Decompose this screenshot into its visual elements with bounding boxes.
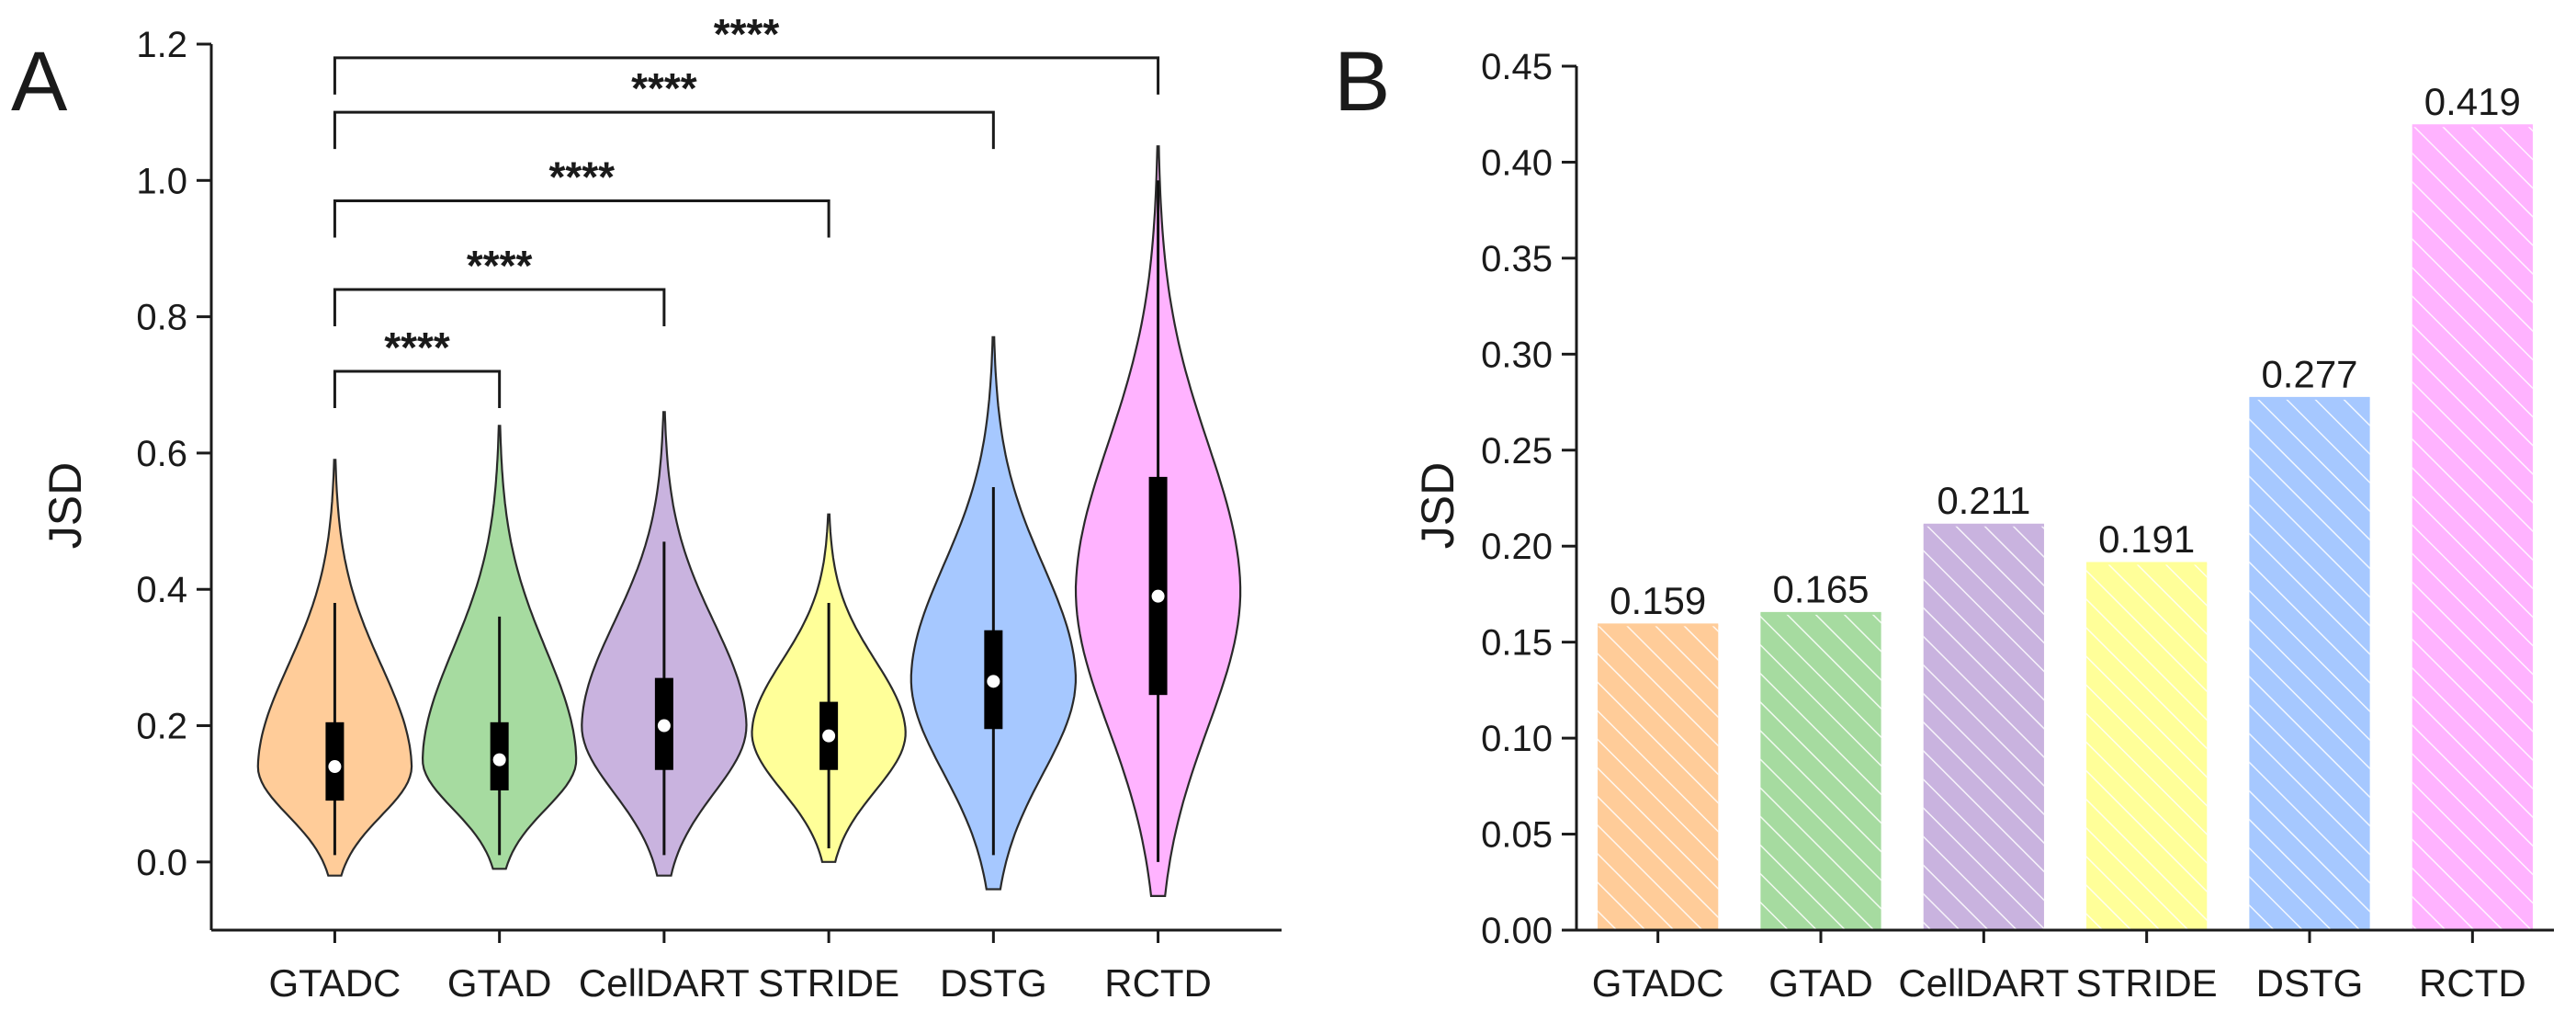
significance-bracket (333, 199, 830, 238)
panel-a-category-label: GTADC (268, 961, 401, 1005)
panel-b-y-tick-label: 0.35 (1481, 239, 1553, 279)
bar-value-label: 0.419 (2424, 80, 2521, 123)
panel-b-y-axis-title: JSD (1412, 462, 1463, 549)
panel-a-y-tick-label: 0.4 (136, 570, 187, 610)
significance-label: **** (384, 324, 450, 371)
panel-b-y-tick-label: 0.45 (1481, 47, 1553, 87)
panel-b-category-label: DSTG (2256, 961, 2364, 1005)
median-dot-rctd (1151, 589, 1165, 603)
median-dot-dstg (987, 675, 1000, 688)
panel-a-y-tick-label: 0.2 (136, 707, 187, 747)
median-dot-gtad (492, 753, 506, 767)
panel-a-y-tick-label: 0.8 (136, 298, 187, 338)
panel-letter-b: B (1334, 35, 1390, 129)
panel-a-y-tick-label: 1.0 (136, 161, 187, 201)
panel-b-bar-chart: B JSD 0.159 0.165 0.211 0.191 0.277 0.419 0.0… (1334, 35, 2554, 1005)
panel-a-y-tick-label: 0.0 (136, 843, 187, 883)
panel-a-category-label: GTAD (447, 961, 552, 1005)
bar-hatch-celldart (1923, 525, 2044, 930)
panel-a-y-tick-label: 0.6 (136, 434, 187, 474)
bar-hatch-rctd (2412, 125, 2533, 930)
panel-b-category-label: GTADC (1592, 961, 1724, 1005)
panel-b-y-tick-label: 0.15 (1481, 623, 1553, 664)
panel-a-y-axis-title: JSD (40, 462, 91, 549)
significance-bracket (333, 369, 502, 408)
iqr-box-rctd (1148, 476, 1168, 696)
significance-bracket (333, 110, 995, 150)
significance-label: **** (714, 10, 780, 58)
panel-b-y-tick-label: 0.25 (1481, 431, 1553, 471)
panel-b-category-label: STRIDE (2076, 961, 2218, 1005)
bar-value-label: 0.159 (1610, 579, 1706, 622)
panel-letter-a: A (11, 35, 68, 129)
median-dot-stride (822, 729, 836, 743)
panel-a-category-label: DSTG (940, 961, 1047, 1005)
significance-label: **** (467, 242, 533, 290)
bar-value-label: 0.211 (1937, 479, 2030, 522)
panel-a-category-label: STRIDE (758, 961, 899, 1005)
median-dot-celldart (657, 719, 671, 733)
bar-value-label: 0.277 (2261, 352, 2357, 395)
bar-hatch-stride (2086, 563, 2208, 930)
bar-hatch-gtad (1760, 613, 1881, 930)
panel-b-category-label: GTAD (1768, 961, 1873, 1005)
panel-b-y-tick-label: 0.40 (1481, 142, 1553, 183)
panel-b-y-tick-label: 0.05 (1481, 815, 1553, 856)
significance-label: **** (631, 64, 697, 112)
panel-b-category-label: CellDART (1898, 961, 2069, 1005)
panel-b-y-tick-label: 0.30 (1481, 335, 1553, 375)
bar-value-label: 0.191 (2098, 517, 2195, 561)
panel-a-violin-chart: A JSD **** **** **** **** **** 0.0 0.2 0.4 0.6 0… (11, 10, 1282, 1005)
panel-b-y-tick-label: 0.00 (1481, 911, 1553, 951)
significance-label: **** (548, 153, 615, 201)
bar-hatch-dstg (2249, 398, 2370, 930)
panel-a-y-tick-label: 1.2 (136, 25, 187, 65)
panel-b-y-tick-label: 0.10 (1481, 719, 1553, 759)
panel-a-category-label: RCTD (1104, 961, 1212, 1005)
median-dot-gtadc (328, 760, 342, 774)
bar-value-label: 0.165 (1772, 567, 1869, 610)
panel-a-category-label: CellDART (579, 961, 750, 1005)
panel-b-y-tick-label: 0.20 (1481, 527, 1553, 567)
significance-bracket (333, 288, 666, 326)
significance-bracket (333, 56, 1160, 95)
bar-hatch-gtadc (1598, 624, 1719, 930)
panel-b-category-label: RCTD (2419, 961, 2526, 1005)
